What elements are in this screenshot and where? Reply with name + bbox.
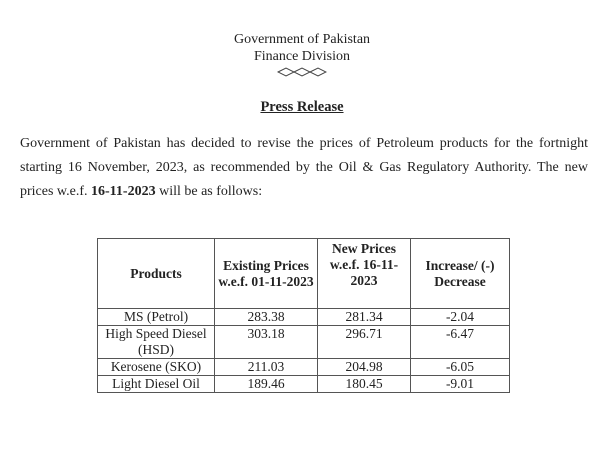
product-name: Light Diesel Oil: [97, 375, 215, 393]
table-row: High Speed Diesel (HSD) 303.18 296.71 -6.47: [97, 325, 510, 359]
new-price: 180.45: [317, 375, 411, 393]
effective-date: 16-11-2023: [91, 184, 156, 199]
header-products: Products: [97, 238, 215, 309]
product-name: High Speed Diesel (HSD): [97, 325, 215, 359]
table-header-row: Products Existing Prices w.e.f. 01-11-20…: [97, 238, 510, 309]
paragraph-text: Government of Pakistan has decided to re…: [20, 136, 588, 199]
table-row: Light Diesel Oil 189.46 180.45 -9.01: [97, 375, 510, 393]
product-name: Kerosene (SKO): [97, 358, 215, 376]
table-row: MS (Petrol) 283.38 281.34 -2.04: [97, 308, 510, 326]
header-change: Increase/ (-) Decrease: [410, 238, 510, 309]
header-existing-prices: Existing Prices w.e.f. 01-11-2023: [214, 238, 318, 309]
price-change: -2.04: [410, 308, 510, 326]
new-price: 296.71: [317, 325, 411, 359]
existing-price: 283.38: [214, 308, 318, 326]
header-government: Government of Pakistan: [233, 32, 371, 47]
price-change: -9.01: [410, 375, 510, 393]
existing-price: 211.03: [214, 358, 318, 376]
new-price: 204.98: [317, 358, 411, 376]
new-price: 281.34: [317, 308, 411, 326]
paragraph-text-end: will be as follows:: [155, 184, 263, 199]
price-change: -6.47: [410, 325, 510, 359]
intro-paragraph: Government of Pakistan has decided to re…: [20, 132, 588, 204]
diamond-ornament-icon: [0, 66, 604, 78]
existing-price: 303.18: [214, 325, 318, 359]
header-division: Finance Division: [253, 49, 351, 64]
existing-price: 189.46: [214, 375, 318, 393]
price-change: -6.05: [410, 358, 510, 376]
page-title: Press Release: [260, 99, 344, 115]
table-row: Kerosene (SKO) 211.03 204.98 -6.05: [97, 358, 510, 376]
price-table: Products Existing Prices w.e.f. 01-11-20…: [97, 238, 510, 393]
header-new-prices: New Prices w.e.f. 16-11-2023: [317, 238, 411, 309]
product-name: MS (Petrol): [97, 308, 215, 326]
